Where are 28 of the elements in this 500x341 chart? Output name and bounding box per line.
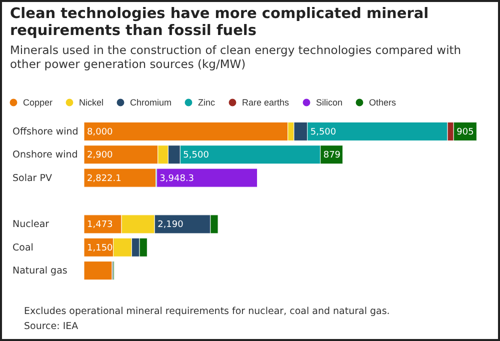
legend-label: Others	[369, 98, 397, 108]
data-label: 3,948.3	[160, 174, 194, 184]
legend-label: Chromium	[130, 98, 172, 108]
data-label: 1,150	[87, 243, 114, 254]
legend-label: Nickel	[79, 98, 104, 108]
legend-label: Silicon	[316, 98, 343, 108]
text: Excludes operational mineral requirements for nuclear, coal and natural gas.	[24, 305, 390, 319]
data-label: 1,473	[87, 220, 113, 230]
data-label: 879	[323, 150, 341, 161]
source-note: Source: IEA	[24, 320, 80, 334]
legend-label: Copper	[23, 98, 53, 108]
data-label: 5,500	[310, 127, 336, 138]
data-label: 905	[456, 127, 474, 138]
y-tick-label: Coal	[12, 242, 34, 254]
data-label: 8,000	[87, 127, 114, 138]
data-label: 2,900	[87, 150, 114, 161]
data-label: 5,500	[183, 150, 210, 161]
chart-subtitle: Minerals used in the construction of clean energy technologies compared with other power generation sources (kg/MW)	[10, 43, 462, 71]
y-tick-label: Solar PV	[12, 172, 52, 184]
y-tick-label: Offshore wind	[12, 126, 78, 138]
legend-label: Rare earths	[242, 98, 290, 108]
y-tick-label: Onshore wind	[12, 150, 78, 161]
y-tick-label: Natural gas	[12, 266, 68, 277]
y-tick-label: Nuclear	[12, 219, 50, 230]
legend-label: Zinc	[198, 98, 216, 108]
data-label: 2,822.1	[87, 174, 122, 184]
chart-title: Clean technologies have more complicated mineral requirements than fossil fuels	[10, 6, 430, 40]
data-label: 2,190	[158, 220, 184, 230]
